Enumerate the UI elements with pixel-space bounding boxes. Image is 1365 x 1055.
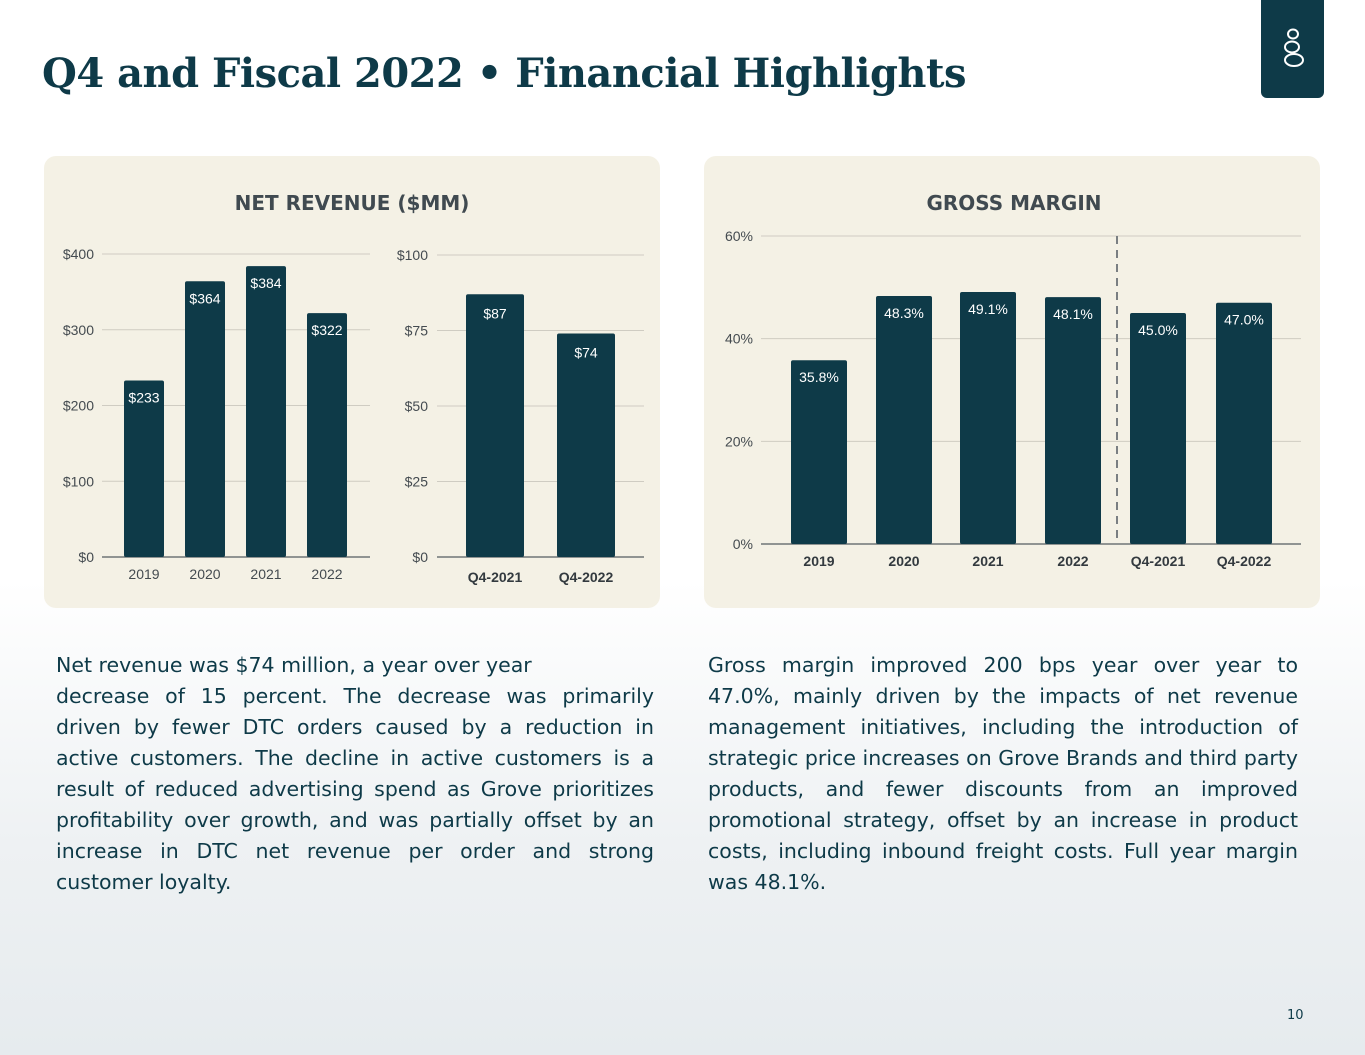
annual-revenue-y-tick: $300 (63, 322, 94, 338)
gross-margin-data-label: 35.8% (799, 369, 839, 385)
annual-revenue-data-label: $364 (189, 290, 220, 306)
quarterly-revenue-y-tick: $0 (412, 549, 428, 565)
gross-margin-data-label: 49.1% (968, 301, 1008, 317)
quarterly-revenue-y-tick: $100 (397, 247, 428, 263)
annual-revenue-y-tick: $0 (78, 549, 94, 565)
annual-revenue-x-tick: 2021 (250, 566, 281, 582)
gross-margin-y-tick: 40% (725, 331, 753, 347)
annual-revenue-bar (185, 281, 225, 557)
annual-revenue-y-tick: $200 (63, 398, 94, 414)
annual-revenue-x-tick: 2022 (311, 566, 342, 582)
gross-margin-y-tick: 0% (733, 536, 753, 552)
quarterly-revenue-data-label: $87 (483, 305, 507, 321)
net-revenue-body-text: decrease of 15 percent. The decrease was… (56, 684, 654, 894)
net-revenue-chart: NET REVENUE ($MM) $0 $100 $200 $300 $400 $233… (63, 191, 644, 585)
gross-margin-bar (876, 296, 932, 544)
brand-logo (1261, 0, 1324, 98)
gross-margin-y-tick: 20% (725, 433, 753, 449)
grove-logo-icon (1284, 28, 1304, 67)
gross-margin-data-label: 48.3% (884, 305, 924, 321)
net-revenue-lead-text: Net revenue was $74 million, a year over… (56, 653, 532, 677)
page-title: Q4 and Fiscal 2022 • Financial Highlight… (42, 50, 967, 97)
gross-margin-data-label: 48.1% (1053, 306, 1093, 322)
annual-revenue-bar (246, 266, 286, 557)
gross-margin-bar (1045, 297, 1101, 544)
annual-revenue-bar (307, 313, 347, 557)
gross-margin-data-label: 47.0% (1224, 312, 1264, 328)
gross-margin-x-tick: Q4-2021 (1131, 553, 1186, 569)
gross-margin-x-tick: 2019 (803, 553, 834, 569)
gross-margin-y-tick: 60% (725, 228, 753, 244)
gross-margin-x-tick: 2020 (888, 553, 919, 569)
quarterly-revenue-x-tick: Q4-2021 (468, 569, 523, 585)
page-number: 10 (1287, 1008, 1304, 1023)
gross-margin-body-text: Gross margin improved 200 bps year over … (708, 653, 1298, 894)
quarterly-revenue-y-tick: $25 (405, 474, 429, 490)
gross-margin-chart: GROSS MARGIN 0% 20% 40% 60% 35.8% 2019 48.3% 20… (725, 191, 1301, 569)
quarterly-revenue-data-label: $74 (574, 345, 598, 361)
gross-margin-bar (960, 291, 1016, 544)
gross-margin-commentary: Gross margin improved 200 bps year over … (708, 650, 1298, 898)
net-revenue-chart-title: NET REVENUE ($MM) (235, 191, 470, 215)
annual-revenue-y-tick: $100 (63, 473, 94, 489)
quarterly-revenue-bar (466, 294, 524, 557)
quarterly-revenue-bar (557, 333, 615, 557)
gross-margin-panel: GROSS MARGIN 0% 20% 40% 60% 35.8% 2019 48.3% 20… (704, 156, 1320, 608)
annual-revenue-y-tick: $400 (63, 246, 94, 262)
gross-margin-x-tick: 2022 (1057, 553, 1088, 569)
net-revenue-commentary: Net revenue was $74 million, a year over… (56, 650, 654, 898)
gross-margin-bar (791, 360, 847, 544)
quarterly-revenue-y-tick: $50 (405, 398, 429, 414)
quarterly-revenue-x-tick: Q4-2022 (559, 569, 614, 585)
gross-margin-bar (1130, 313, 1186, 544)
gross-margin-x-tick: Q4-2022 (1217, 553, 1272, 569)
annual-revenue-data-label: $384 (250, 275, 281, 291)
gross-margin-bar (1216, 302, 1272, 544)
quarterly-revenue-y-tick: $75 (405, 323, 429, 339)
gross-margin-chart-title: GROSS MARGIN (926, 191, 1101, 215)
gross-margin-x-tick: 2021 (972, 553, 1003, 569)
annual-revenue-x-tick: 2020 (189, 566, 220, 582)
annual-revenue-data-label: $233 (128, 390, 159, 406)
annual-revenue-x-tick: 2019 (128, 566, 159, 582)
gross-margin-data-label: 45.0% (1138, 322, 1178, 338)
net-revenue-panel: NET REVENUE ($MM) $0 $100 $200 $300 $400 $233… (44, 156, 660, 608)
annual-revenue-bar (124, 380, 164, 557)
annual-revenue-data-label: $322 (311, 322, 342, 338)
